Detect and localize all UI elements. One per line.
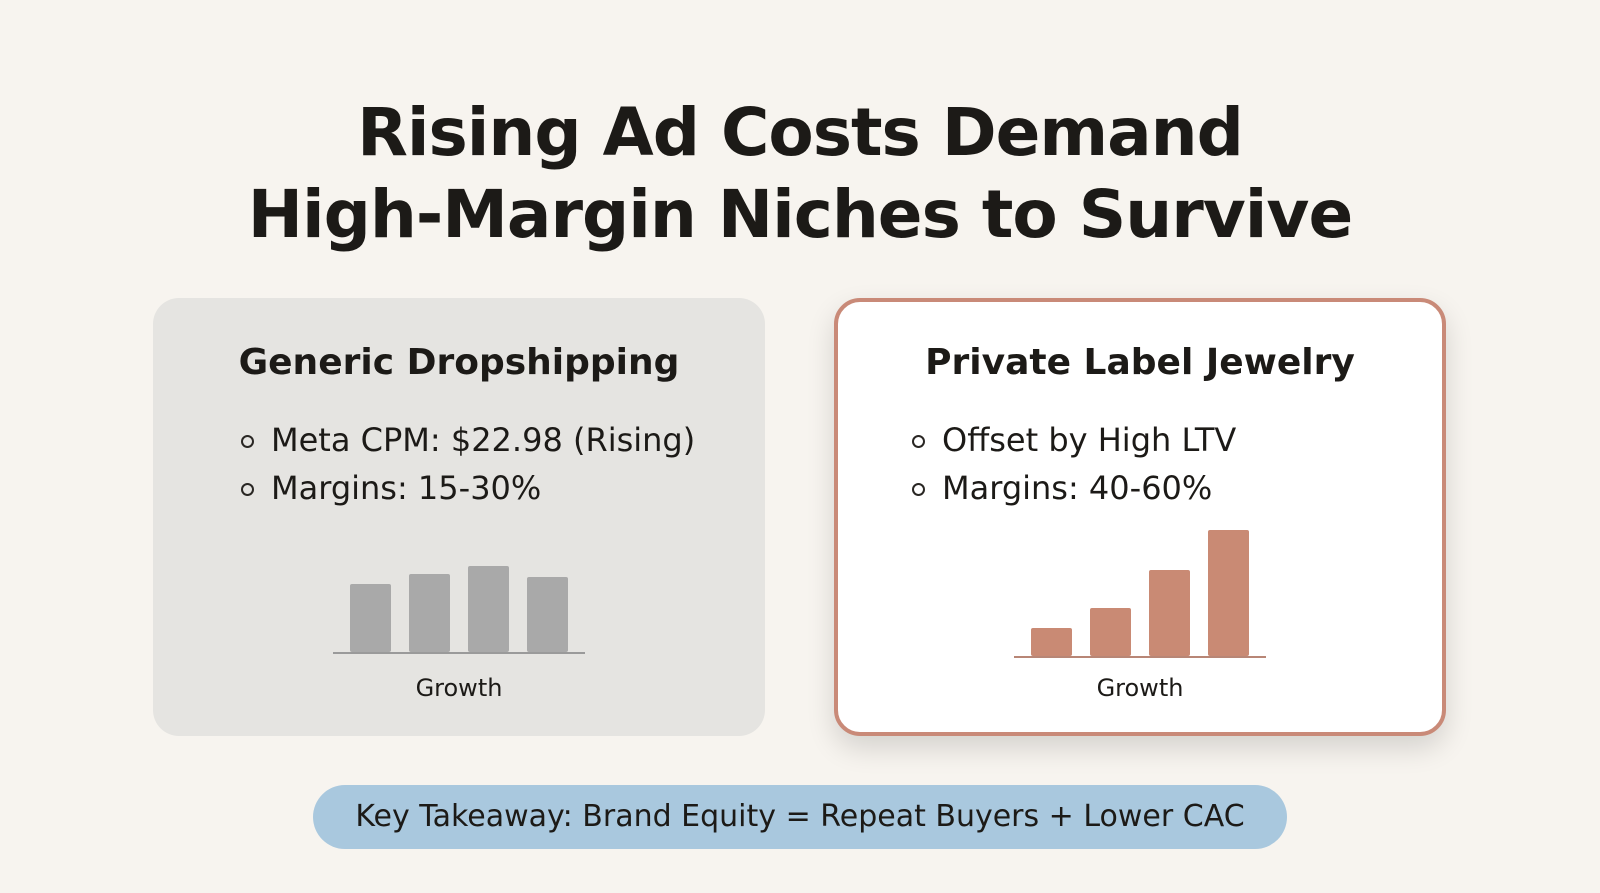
bullet-text: Offset by High LTV (942, 421, 1237, 459)
slide-title: Rising Ad Costs Demand High-Margin Niche… (0, 92, 1600, 256)
chart-bar-1 (1031, 628, 1072, 656)
bullet-list: Offset by High LTV Margins: 40-60% (912, 416, 1236, 512)
card-title: Generic Dropshipping (238, 342, 680, 383)
chart-bar-2 (1090, 608, 1131, 656)
chart-bar-3 (1149, 570, 1190, 656)
chart-axis-label: Growth (1096, 674, 1184, 702)
bullet-text: Margins: 40-60% (942, 469, 1213, 507)
bullet-item: Meta CPM: $22.98 (Rising) (241, 416, 695, 464)
chart-bar-1 (350, 584, 391, 652)
chart-bar-3 (468, 566, 509, 652)
slide-title-line-2: High-Margin Niches to Survive (247, 176, 1353, 253)
generic-dropshipping-card: Generic Dropshipping Meta CPM: $22.98 (R… (153, 298, 765, 736)
chart-bar-4 (527, 577, 568, 652)
bullet-item: Margins: 40-60% (912, 464, 1236, 512)
bullet-circle-icon (241, 435, 254, 448)
chart-bar-2 (409, 574, 450, 652)
bullet-text: Meta CPM: $22.98 (Rising) (271, 421, 696, 459)
private-label-jewelry-card: Private Label Jewelry Offset by High LTV… (834, 298, 1446, 736)
bullet-item: Offset by High LTV (912, 416, 1236, 464)
chart-bar-4 (1208, 530, 1249, 656)
bullet-item: Margins: 15-30% (241, 464, 695, 512)
bar-chart-svg (333, 566, 585, 654)
bullet-circle-icon (241, 483, 254, 496)
key-takeaway-banner: Key Takeaway: Brand Equity = Repeat Buye… (313, 785, 1287, 849)
bullet-circle-icon (912, 483, 925, 496)
growth-chart-generic (153, 518, 765, 718)
bullet-list: Meta CPM: $22.98 (Rising) Margins: 15-30… (241, 416, 695, 512)
chart-axis-label: Growth (415, 674, 503, 702)
card-title: Private Label Jewelry (925, 342, 1355, 383)
bar-chart-svg (1014, 530, 1266, 658)
slide-title-line-1: Rising Ad Costs Demand (357, 94, 1244, 171)
growth-chart-jewelry (838, 522, 1442, 722)
bullet-text: Margins: 15-30% (271, 469, 542, 507)
bullet-circle-icon (912, 435, 925, 448)
